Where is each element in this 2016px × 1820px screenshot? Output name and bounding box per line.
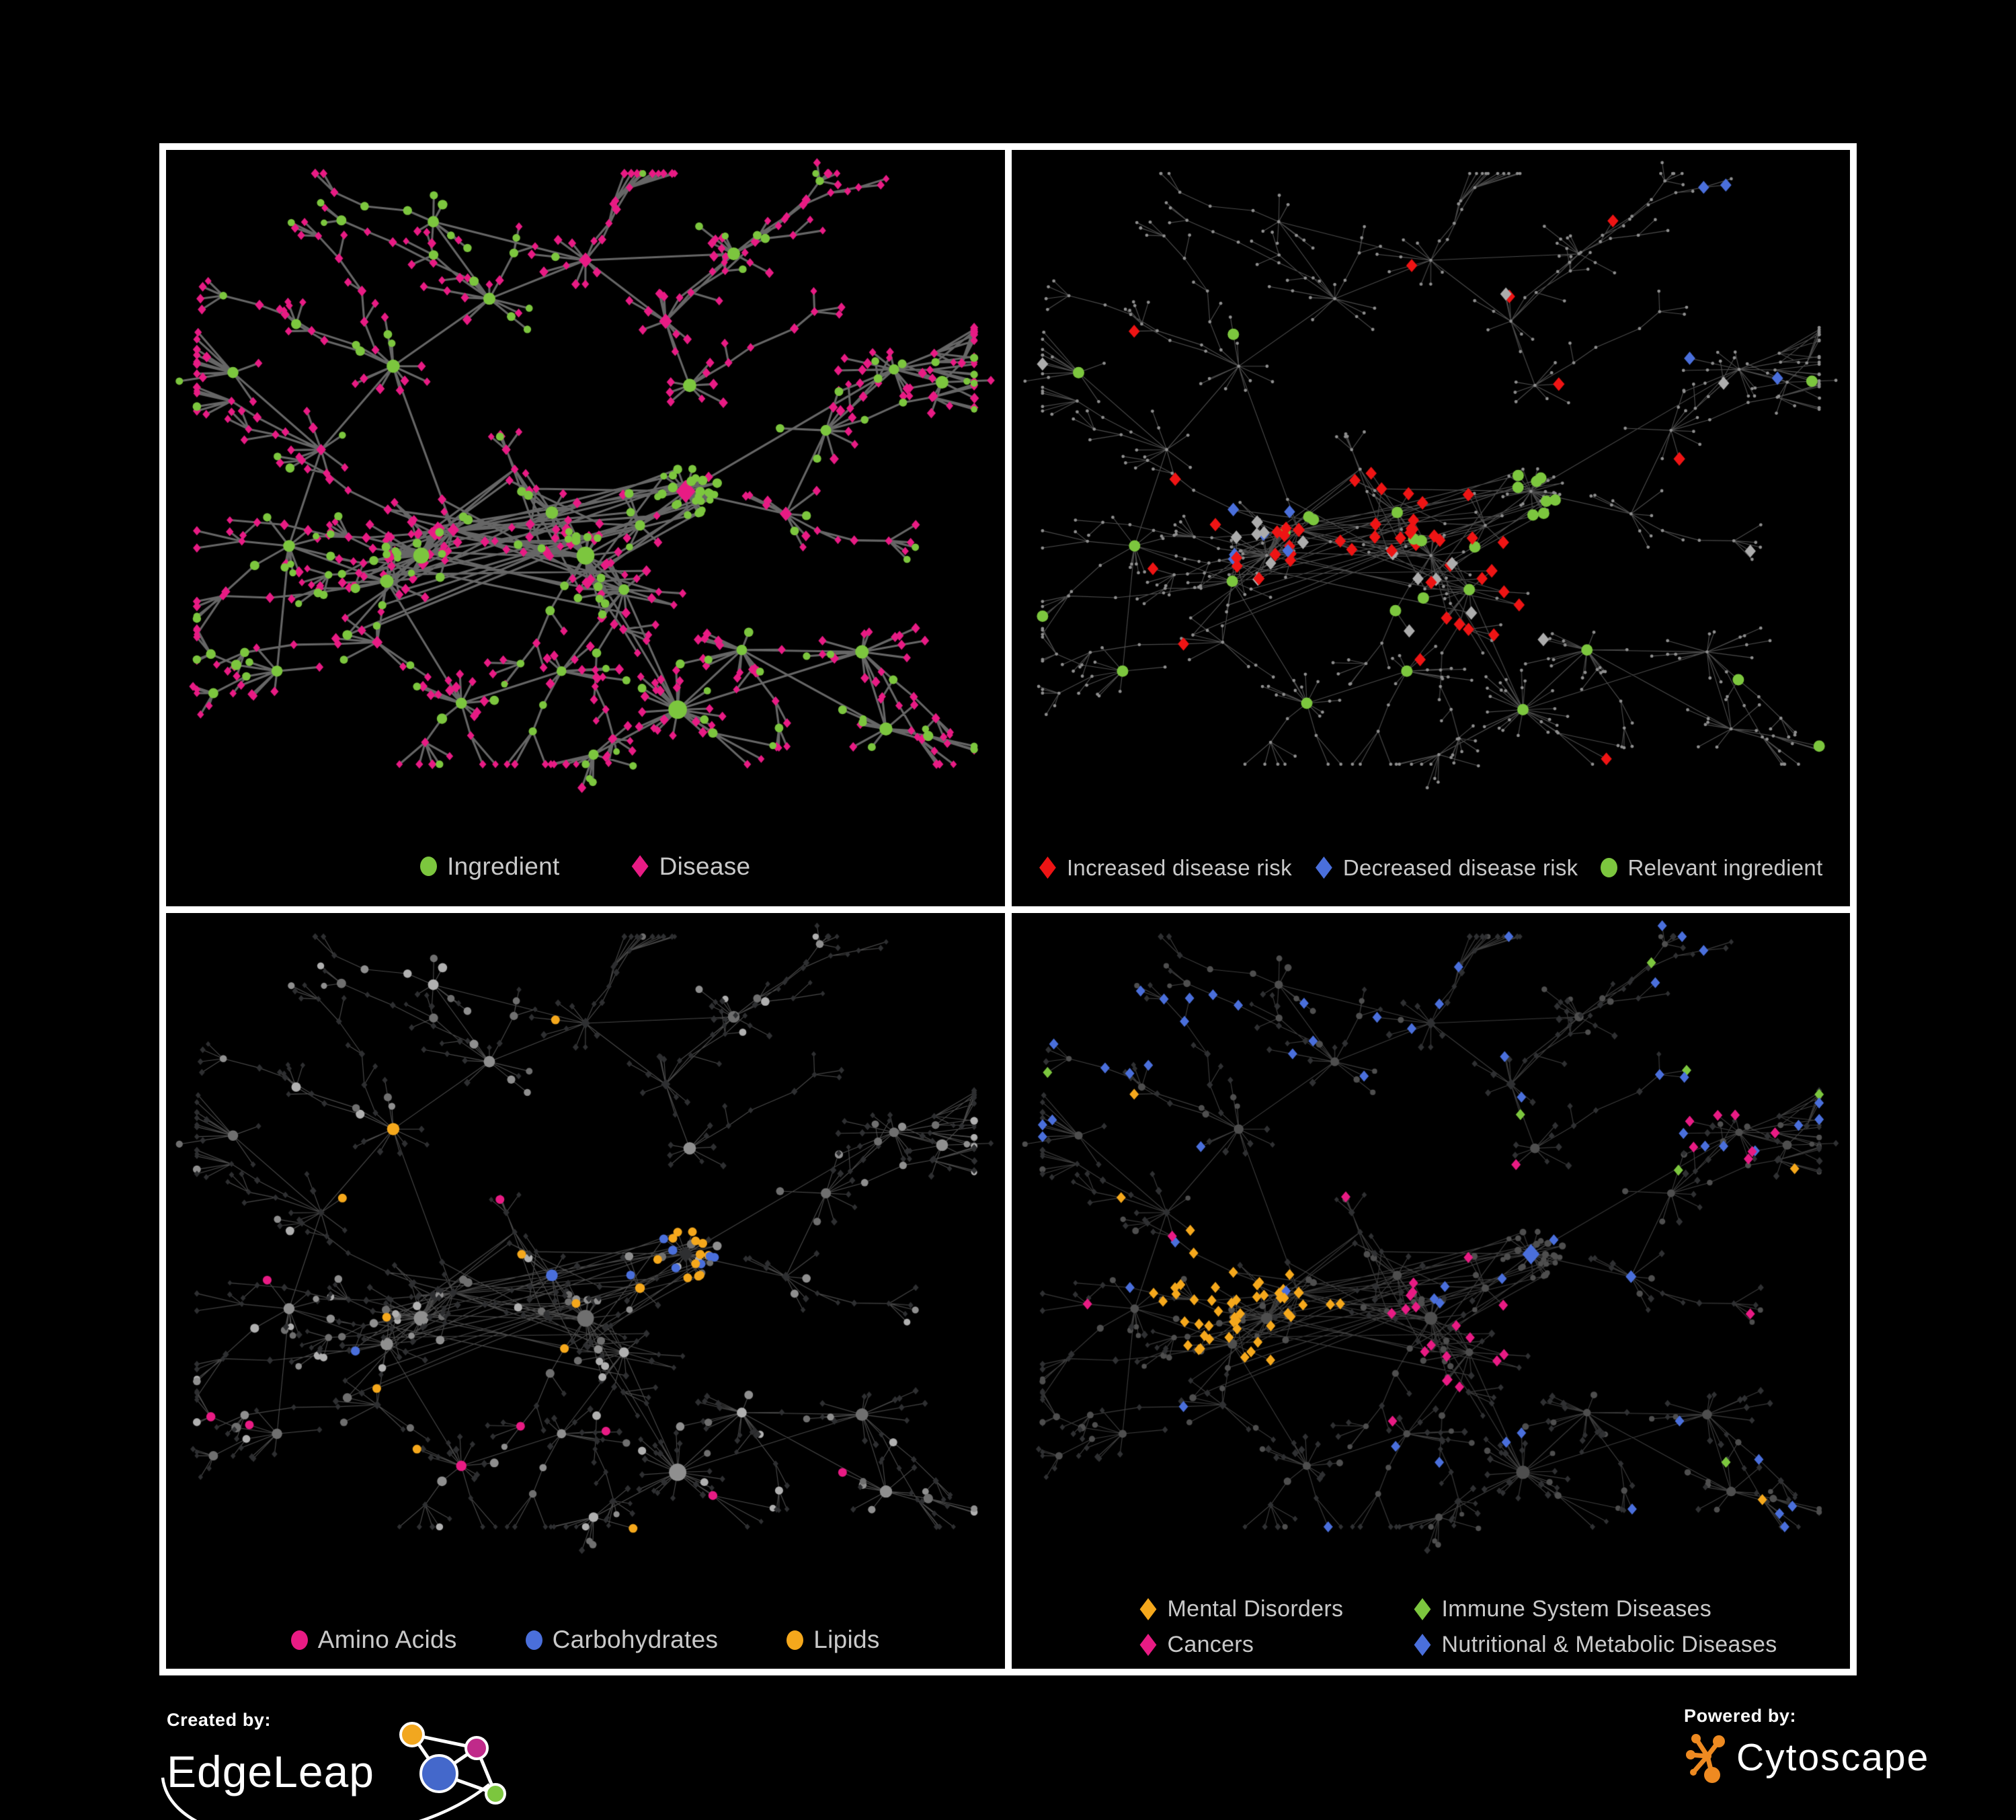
increased-risk-swatch-icon <box>1039 857 1056 879</box>
cytoscape-logo-text: Cytoscape <box>1736 1735 1930 1779</box>
legend-item-increased-risk: Increased disease risk <box>1039 855 1292 881</box>
legend-item-amino-acids: Amino Acids <box>290 1626 457 1654</box>
legend-item-carbohydrates: Carbohydrates <box>525 1626 719 1654</box>
immune-diseases-swatch-icon <box>1414 1598 1431 1620</box>
legend-item-cancers: Cancers <box>1139 1632 1254 1658</box>
panel-disease-risk: Increased disease risk Decreased disease… <box>1011 150 1851 906</box>
powered-by-label: Powered by: <box>1684 1706 1797 1726</box>
legend-item-decreased-risk: Decreased disease risk <box>1315 855 1578 881</box>
edgeleap-logo-text: EdgeLeap <box>167 1747 374 1796</box>
amino-acids-swatch-icon <box>290 1630 308 1650</box>
legend-ingredient-classes: Amino Acids Carbohydrates Lipids <box>166 1626 1005 1654</box>
created-by-block: Created by: EdgeLeap <box>161 1710 522 1820</box>
panel-disease-classes: Mental Disorders Immune System Diseases … <box>1011 912 1850 1669</box>
edgeleap-logo-icon <box>399 1722 506 1805</box>
legend-ingredient-disease: Ingredient Disease <box>166 853 1005 881</box>
legend-item-disease: Disease <box>631 853 751 881</box>
cytoscape-logo: Cytoscape <box>1684 1728 1929 1787</box>
legend-item-immune-diseases: Immune System Diseases <box>1414 1596 1712 1622</box>
legend-label: Relevant ingredient <box>1627 855 1823 880</box>
legend-label: Immune System Diseases <box>1441 1596 1712 1622</box>
network-disease-risk <box>1011 150 1850 906</box>
legend-label: Mental Disorders <box>1167 1596 1344 1622</box>
legend-item-lipids: Lipids <box>787 1626 879 1654</box>
panel-ingredient-classes: Amino Acids Carbohydrates Lipids <box>166 912 1005 1669</box>
legend-item-ingredient: Ingredient <box>420 853 560 881</box>
edgeleap-logo: EdgeLeap <box>161 1722 522 1820</box>
lipids-swatch-icon <box>787 1630 804 1650</box>
legend-label: Amino Acids <box>317 1626 457 1653</box>
legend-item-mental-disorders: Mental Disorders <box>1139 1596 1344 1622</box>
legend-disease-classes: Mental Disorders Immune System Diseases … <box>1139 1596 1777 1658</box>
created-by-label: Created by: <box>167 1710 272 1730</box>
legend-item-nutritional-diseases: Nutritional & Metabolic Diseases <box>1414 1632 1777 1658</box>
mental-disorders-swatch-icon <box>1139 1598 1157 1620</box>
nutritional-diseases-swatch-icon <box>1414 1634 1431 1656</box>
legend-label: Lipids <box>813 1626 880 1653</box>
panel-ingredient-disease: Ingredient Disease <box>166 150 1005 906</box>
legend-label: Decreased disease risk <box>1342 855 1578 880</box>
relevant-ingredient-swatch-icon <box>1601 858 1618 877</box>
ingredient-swatch-icon <box>420 857 438 876</box>
decreased-risk-swatch-icon <box>1315 857 1332 879</box>
legend-label: Ingredient <box>447 852 560 880</box>
legend-label: Increased disease risk <box>1066 855 1292 880</box>
network-ingredient-disease <box>166 150 1005 906</box>
disease-swatch-icon <box>631 855 649 877</box>
legend-label: Carbohydrates <box>552 1626 719 1653</box>
legend-label: Cancers <box>1167 1632 1254 1657</box>
figure-grid: Ingredient Disease Increased disease ris… <box>159 143 1857 1675</box>
network-disease-classes <box>1011 912 1850 1669</box>
powered-by-block: Powered by: Cytoscape <box>1684 1706 1929 1787</box>
legend-item-relevant-ingredient: Relevant ingredient <box>1601 855 1822 881</box>
legend-disease-risk: Increased disease risk Decreased disease… <box>1012 855 1851 881</box>
carbohydrates-swatch-icon <box>525 1630 542 1650</box>
legend-label: Disease <box>659 852 751 880</box>
network-ingredient-classes <box>166 912 1005 1669</box>
legend-label: Nutritional & Metabolic Diseases <box>1441 1632 1777 1657</box>
cancers-swatch-icon <box>1139 1634 1157 1656</box>
cytoscape-logo-icon <box>1686 1734 1725 1783</box>
